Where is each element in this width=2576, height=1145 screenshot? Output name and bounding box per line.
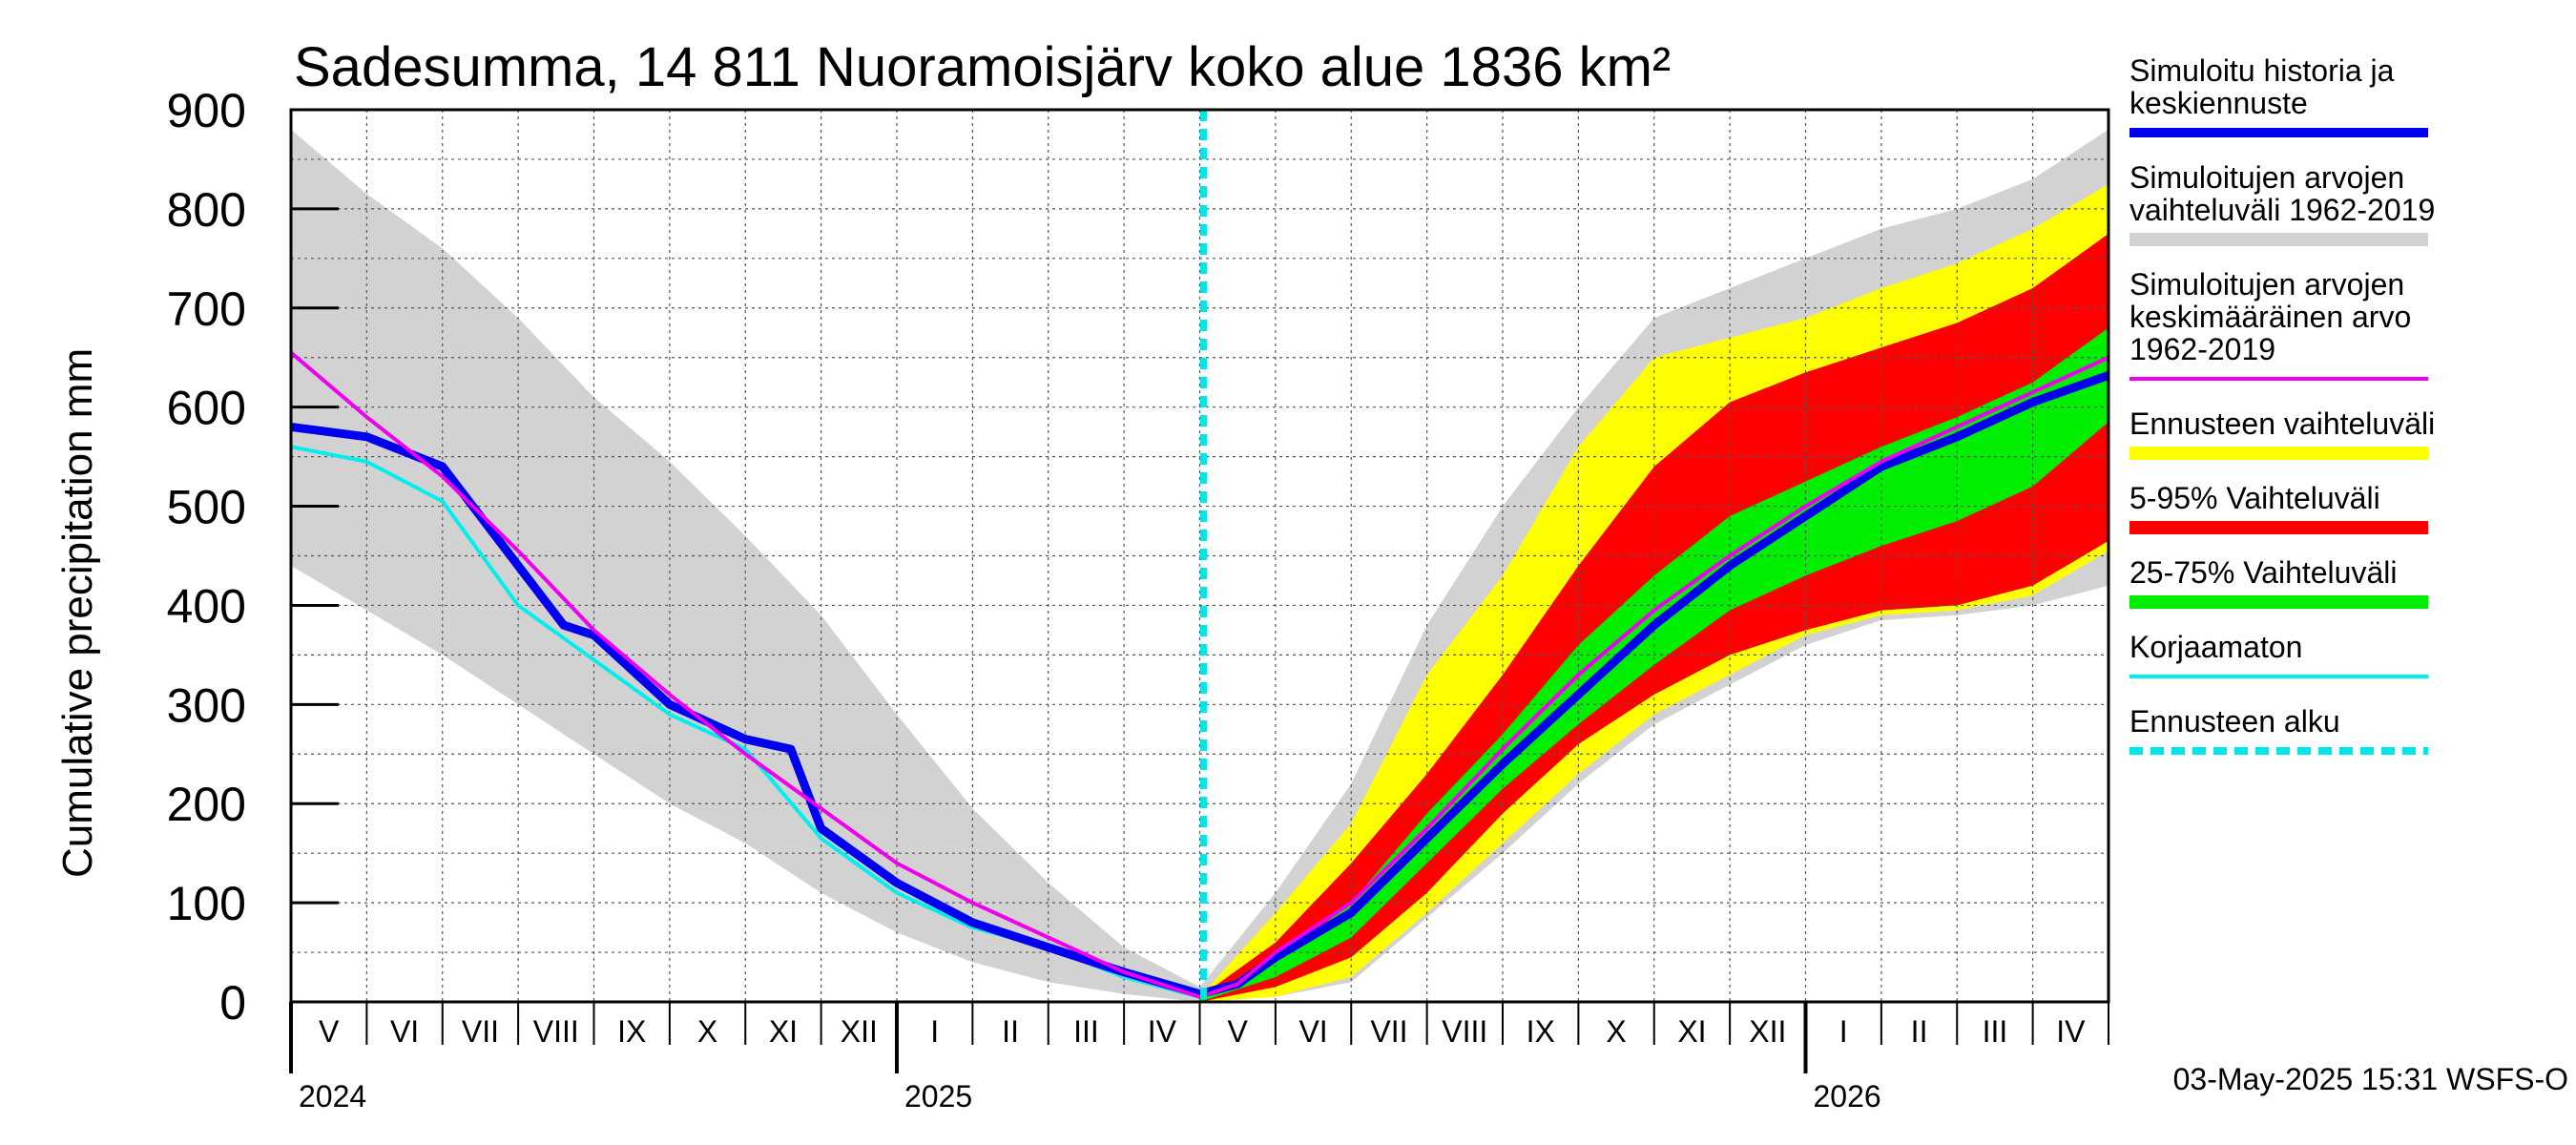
y-tick-label: 900 — [167, 84, 246, 137]
legend-label: Simuloitu historia ja — [2129, 53, 2395, 88]
legend-label: Korjaamaton — [2129, 630, 2302, 664]
x-tick-label: II — [1002, 1014, 1019, 1049]
legend-label: 5-95% Vaihteluväli — [2129, 481, 2380, 515]
legend-item-forecast_range: Ennusteen vaihteluväli — [2129, 406, 2435, 460]
x-tick-label: III — [1983, 1014, 2008, 1049]
legend-label: Ennusteen alku — [2129, 704, 2340, 739]
y-axis-label: Cumulative precipitation mm — [54, 348, 101, 878]
legend-label: Simuloitujen arvojen — [2129, 160, 2404, 195]
y-tick-label: 300 — [167, 678, 246, 732]
year-label: 2026 — [1814, 1079, 1881, 1114]
legend-label: 25-75% Vaihteluväli — [2129, 555, 2397, 590]
x-tick-label: IV — [2056, 1014, 2086, 1049]
sim-mean-line — [289, 350, 2109, 999]
x-tick-label: VIII — [1442, 1014, 1487, 1049]
x-tick-label: VI — [1298, 1014, 1327, 1049]
legend-item-uncorrected: Korjaamaton — [2129, 630, 2428, 678]
legend: Simuloitu historia jakeskiennusteSimuloi… — [2129, 53, 2435, 755]
year-label: 2025 — [904, 1079, 972, 1114]
x-tick-label: VII — [462, 1014, 499, 1049]
x-tick-label: IX — [617, 1014, 646, 1049]
y-tick-label: 700 — [167, 282, 246, 336]
x-tick-label: II — [1911, 1014, 1928, 1049]
x-tick-label: XI — [1677, 1014, 1706, 1049]
x-tick-label: III — [1073, 1014, 1099, 1049]
x-tick-label: VI — [390, 1014, 419, 1049]
legend-label: keskiennuste — [2129, 86, 2308, 120]
y-tick-label: 400 — [167, 579, 246, 633]
x-tick-label: VII — [1370, 1014, 1407, 1049]
x-tick-label: XI — [769, 1014, 798, 1049]
x-tick-label: V — [319, 1014, 340, 1049]
legend-item-p25_75: 25-75% Vaihteluväli — [2129, 555, 2428, 609]
y-tick-label: 800 — [167, 183, 246, 237]
legend-label: Ennusteen vaihteluväli — [2129, 406, 2435, 441]
x-tick-label: V — [1228, 1014, 1249, 1049]
x-tick-label: XII — [1749, 1014, 1786, 1049]
legend-label: keskimääräinen arvo — [2129, 300, 2411, 334]
y-tick-label: 500 — [167, 481, 246, 534]
grid-layer — [291, 110, 2109, 1002]
x-tick-label: XII — [841, 1014, 878, 1049]
y-tick-label: 200 — [167, 778, 246, 831]
x-tick-label: X — [1606, 1014, 1626, 1049]
timestamp: 03-May-2025 15:31 WSFS-O — [2173, 1062, 2568, 1096]
x-axis: V VI VII VIII IX X XI XII I II III IV V VI VII VIII IX X X… — [289, 1002, 2109, 1114]
x-tick-label: VIII — [533, 1014, 579, 1049]
lines-layer — [289, 110, 2110, 1002]
legend-item-p5_95: 5-95% Vaihteluväli — [2129, 481, 2428, 534]
x-tick-label: I — [930, 1014, 939, 1049]
year-label: 2024 — [299, 1079, 366, 1114]
y-tick-label: 100 — [167, 877, 246, 930]
y-tick-label: 0 — [219, 976, 246, 1030]
x-tick-label: X — [697, 1014, 717, 1049]
legend-label: Simuloitujen arvojen — [2129, 267, 2404, 302]
legend-label: 1962-2019 — [2129, 332, 2275, 366]
y-axis: 0 100 200 300 400 500 600 700 800 900 — [167, 84, 339, 1030]
chart-title: Sadesumma, 14 811 Nuoramoisjärv koko alu… — [294, 36, 1671, 98]
x-tick-label: I — [1839, 1014, 1848, 1049]
legend-label: vaihteluväli 1962-2019 — [2129, 193, 2435, 227]
x-tick-label: IV — [1148, 1014, 1177, 1049]
y-tick-label: 600 — [167, 382, 246, 435]
x-tick-label: IX — [1527, 1014, 1555, 1049]
legend-item-forecast_start: Ennusteen alku — [2129, 704, 2428, 755]
